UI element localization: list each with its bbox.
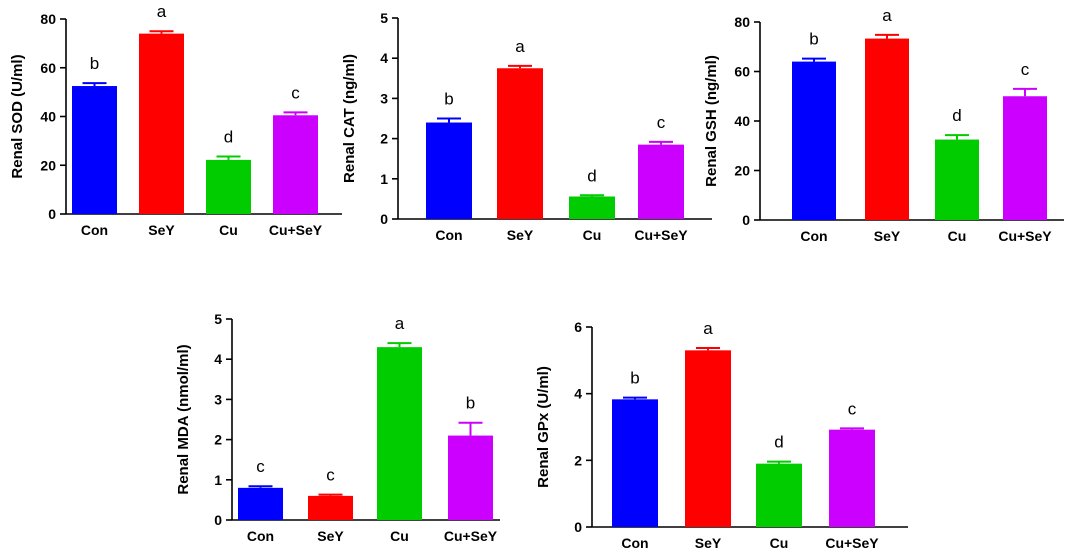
significance-letter: b bbox=[466, 394, 475, 413]
x-tick-label: SeY bbox=[695, 535, 722, 551]
bar-con bbox=[792, 61, 836, 220]
y-tick-label: 80 bbox=[40, 11, 56, 27]
y-axis-label: Renal GPx (U/ml) bbox=[535, 366, 552, 488]
x-tick-label: Con bbox=[621, 535, 648, 551]
x-tick-label: Cu bbox=[390, 528, 409, 544]
bar-con bbox=[612, 399, 658, 527]
x-tick-label: Cu bbox=[583, 227, 602, 243]
bar-cu bbox=[206, 159, 251, 214]
y-tick-label: 1 bbox=[214, 472, 222, 488]
y-tick-label: 2 bbox=[574, 452, 582, 468]
significance-letter: d bbox=[952, 106, 961, 125]
y-tick-label: 2 bbox=[380, 131, 388, 147]
y-tick-label: 2 bbox=[214, 432, 222, 448]
y-tick-label: 0 bbox=[380, 211, 388, 227]
y-axis-label: Renal MDA (nmol/ml) bbox=[175, 344, 192, 494]
y-tick-label: 0 bbox=[742, 212, 750, 228]
bar-sey bbox=[685, 350, 731, 527]
bar-con bbox=[72, 86, 117, 214]
bar-cu-plus-sey bbox=[273, 115, 318, 214]
y-tick-label: 0 bbox=[214, 512, 222, 528]
y-tick-label: 60 bbox=[40, 60, 56, 76]
significance-letter: a bbox=[157, 2, 167, 21]
significance-letter: d bbox=[587, 166, 596, 185]
y-axis-label: Renal CAT (ng/ml) bbox=[341, 54, 358, 183]
chart-cat: 0 1 2 3 4 5 Renal CAT (ng/ml) b Con a SeY d Cu c Cu+Se… bbox=[341, 10, 712, 243]
x-tick-label: Cu+SeY bbox=[634, 227, 688, 243]
x-tick-label: Cu+SeY bbox=[825, 535, 879, 551]
y-tick-label: 20 bbox=[734, 163, 750, 179]
x-tick-label: Con bbox=[247, 528, 274, 544]
significance-letter: a bbox=[395, 314, 405, 333]
significance-letter: b bbox=[444, 90, 453, 109]
significance-letter: a bbox=[882, 6, 892, 25]
x-tick-label: Cu bbox=[948, 228, 967, 244]
chart-gsh: 0 20 40 60 80 Renal GSH (ng/ml) b Con a SeY d Cu c Cu… bbox=[703, 6, 1064, 244]
chart-gpx: 0 2 4 6 Renal GPx (U/ml) b Con a SeY d Cu c Cu+SeY bbox=[535, 319, 908, 551]
bar-cu-plus-sey bbox=[638, 144, 684, 219]
significance-letter: c bbox=[256, 457, 265, 476]
chart-sod: 0 20 40 60 80 Renal SOD (U/ml) b Con a SeY d Cu c Cu+… bbox=[9, 2, 342, 238]
bar-sey bbox=[308, 495, 353, 520]
significance-letter: d bbox=[224, 127, 233, 146]
bar-cu-plus-sey bbox=[1003, 96, 1047, 220]
x-tick-label: Con bbox=[800, 228, 827, 244]
x-tick-label: Cu+SeY bbox=[444, 528, 498, 544]
x-tick-label: Con bbox=[81, 222, 108, 238]
significance-letter: b bbox=[630, 369, 639, 388]
bar-cu bbox=[377, 347, 422, 520]
y-tick-label: 60 bbox=[734, 64, 750, 80]
y-tick-label: 6 bbox=[574, 319, 582, 335]
y-axis-label: Renal SOD (U/ml) bbox=[9, 54, 26, 178]
bar-sey bbox=[865, 38, 909, 220]
significance-letter: a bbox=[703, 319, 713, 338]
significance-letter: c bbox=[291, 83, 300, 102]
y-tick-label: 20 bbox=[40, 157, 56, 173]
x-tick-label: SeY bbox=[148, 222, 175, 238]
y-tick-label: 0 bbox=[48, 206, 56, 222]
significance-letter: c bbox=[657, 113, 666, 132]
y-tick-label: 4 bbox=[380, 50, 388, 66]
bar-cu bbox=[569, 196, 615, 219]
y-tick-label: 80 bbox=[734, 14, 750, 30]
x-tick-label: SeY bbox=[317, 528, 344, 544]
bar-cu-plus-sey bbox=[448, 435, 493, 520]
bar-cu bbox=[756, 463, 802, 527]
significance-letter: d bbox=[774, 433, 783, 452]
y-tick-label: 5 bbox=[214, 311, 222, 327]
bar-con bbox=[238, 487, 283, 520]
bar-con bbox=[426, 122, 472, 219]
y-tick-label: 5 bbox=[380, 10, 388, 26]
bar-sey bbox=[497, 68, 543, 219]
x-tick-label: SeY bbox=[874, 228, 901, 244]
y-tick-label: 40 bbox=[734, 113, 750, 129]
y-tick-label: 1 bbox=[380, 171, 388, 187]
y-tick-label: 40 bbox=[40, 109, 56, 125]
bar-cu-plus-sey bbox=[829, 429, 875, 527]
x-tick-label: Cu+SeY bbox=[269, 222, 323, 238]
significance-letter: c bbox=[1021, 60, 1030, 79]
chart-mda: 0 1 2 3 4 5 Renal MDA (nmol/ml) c Con c SeY a Cu b Cu+… bbox=[175, 311, 500, 544]
y-tick-label: 3 bbox=[380, 90, 388, 106]
x-tick-label: Con bbox=[435, 227, 462, 243]
significance-letter: b bbox=[809, 30, 818, 49]
y-axis-label: Renal GSH (ng/ml) bbox=[703, 55, 720, 187]
significance-letter: c bbox=[848, 399, 857, 418]
bar-cu bbox=[935, 139, 979, 220]
y-tick-label: 0 bbox=[574, 519, 582, 535]
y-tick-label: 4 bbox=[214, 351, 222, 367]
significance-letter: b bbox=[90, 54, 99, 73]
x-tick-label: SeY bbox=[507, 227, 534, 243]
significance-letter: c bbox=[326, 466, 335, 485]
significance-letter: a bbox=[515, 37, 525, 56]
x-tick-label: Cu bbox=[770, 535, 789, 551]
y-tick-label: 4 bbox=[574, 386, 582, 402]
y-tick-label: 3 bbox=[214, 391, 222, 407]
x-tick-label: Cu+SeY bbox=[998, 228, 1052, 244]
bar-sey bbox=[139, 33, 184, 214]
x-tick-label: Cu bbox=[219, 222, 238, 238]
